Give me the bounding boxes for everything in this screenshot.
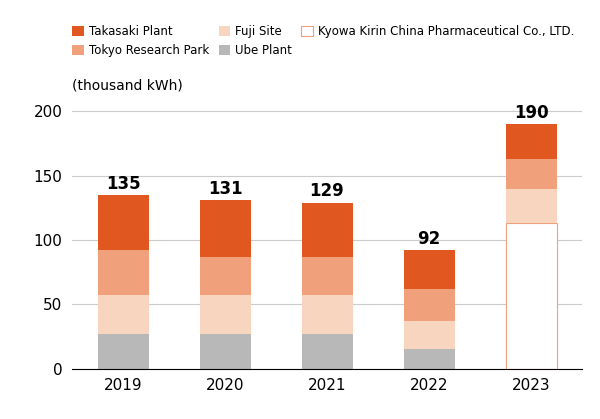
Text: 135: 135 [106, 174, 140, 192]
Bar [505, 189, 557, 223]
Bar [199, 295, 251, 334]
Text: 190: 190 [514, 104, 548, 122]
Bar [199, 334, 251, 369]
Bar [505, 159, 557, 189]
Bar [404, 349, 455, 369]
Bar [302, 295, 353, 334]
Bar [505, 223, 557, 369]
Text: 131: 131 [208, 180, 242, 198]
Bar [97, 334, 149, 369]
Text: 92: 92 [418, 230, 440, 248]
Text: (thousand kWh): (thousand kWh) [72, 78, 183, 92]
Bar [404, 251, 455, 289]
Bar [302, 257, 353, 295]
Bar [199, 200, 251, 257]
Bar [302, 203, 353, 257]
Bar [404, 289, 455, 321]
Bar [97, 195, 149, 251]
Text: 129: 129 [310, 182, 344, 200]
Bar [199, 257, 251, 295]
Bar [505, 124, 557, 159]
Bar [97, 295, 149, 334]
Legend: Takasaki Plant, Tokyo Research Park, Fuji Site, Ube Plant, Kyowa Kirin China Pha: Takasaki Plant, Tokyo Research Park, Fuj… [68, 21, 579, 62]
Bar [302, 334, 353, 369]
Bar [404, 321, 455, 349]
Bar [97, 251, 149, 295]
